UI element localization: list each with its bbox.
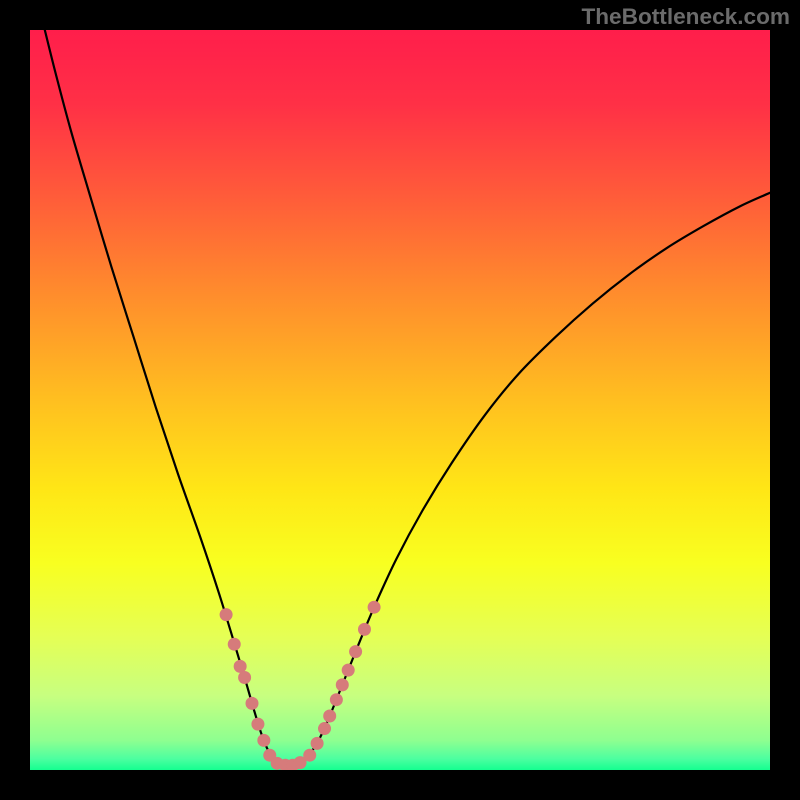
- data-marker: [349, 645, 362, 658]
- data-marker: [336, 678, 349, 691]
- data-marker: [303, 749, 316, 762]
- data-marker: [358, 623, 371, 636]
- data-marker: [330, 693, 343, 706]
- data-marker: [220, 608, 233, 621]
- chart-container: [30, 30, 770, 770]
- bottleneck-chart: [30, 30, 770, 770]
- watermark-text: TheBottleneck.com: [581, 4, 790, 30]
- data-marker: [318, 722, 331, 735]
- data-marker: [246, 697, 259, 710]
- data-marker: [251, 718, 264, 731]
- data-marker: [368, 601, 381, 614]
- data-marker: [238, 671, 251, 684]
- gradient-background: [30, 30, 770, 770]
- data-marker: [234, 660, 247, 673]
- data-marker: [311, 737, 324, 750]
- data-marker: [257, 734, 270, 747]
- data-marker: [323, 709, 336, 722]
- data-marker: [228, 638, 241, 651]
- data-marker: [342, 664, 355, 677]
